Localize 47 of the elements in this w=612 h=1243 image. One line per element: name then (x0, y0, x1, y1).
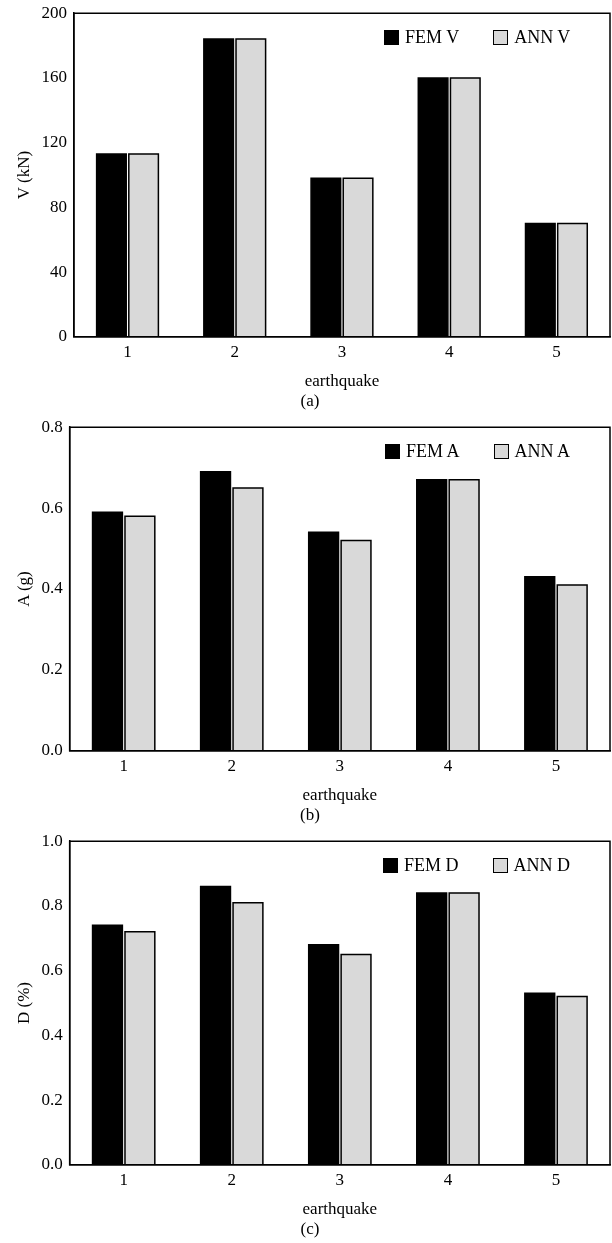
x-tick-label: 2 (230, 342, 239, 362)
x-tick-label: 1 (119, 1170, 128, 1190)
y-tick-label: 0.0 (41, 1154, 63, 1174)
x-tick-label: 5 (551, 1170, 561, 1190)
legend-label: ANN D (513, 855, 571, 877)
x-axis-title: earthquake (304, 370, 380, 390)
y-axis-title: D (%) (13, 981, 33, 1025)
y-tick-label: 160 (41, 67, 67, 87)
x-tick-label: 2 (227, 756, 237, 776)
y-tick-label: 200 (41, 2, 67, 22)
x-axis-title: earthquake (302, 1198, 378, 1218)
y-tick-label: 0.8 (41, 416, 63, 436)
y-axis-title: V (kN) (13, 150, 33, 200)
x-tick-label: 3 (335, 756, 345, 776)
x-tick-label: 5 (551, 756, 561, 776)
y-tick-label: 0.4 (41, 578, 64, 598)
y-tick-label: 0.6 (41, 960, 63, 980)
text: (b) (300, 805, 320, 825)
x-tick-label: 1 (119, 756, 128, 776)
legend-label: FEM D (404, 855, 459, 877)
y-tick-label: 0.8 (41, 895, 63, 915)
y-tick-label: 1.0 (41, 830, 63, 850)
text: (a) (300, 391, 320, 411)
y-tick-label: 0.6 (41, 497, 63, 517)
y-tick-label: 120 (41, 132, 67, 152)
x-tick-label: 5 (552, 342, 561, 362)
legend-label: ANN V (514, 27, 571, 49)
x-tick-label: 3 (337, 342, 347, 362)
y-tick-label: 40 (49, 261, 67, 281)
legend-label: ANN A (514, 441, 571, 463)
x-tick-label: 3 (335, 1170, 345, 1190)
x-tick-label: 2 (227, 1170, 237, 1190)
x-tick-label: 4 (443, 1170, 453, 1190)
y-tick-label: 80 (49, 196, 67, 216)
y-tick-label: 0.4 (41, 1024, 64, 1044)
legend-label: FEM V (405, 27, 460, 49)
y-tick-label: 0.2 (41, 1089, 63, 1109)
x-tick-label: 1 (123, 342, 132, 362)
x-axis-title: earthquake (302, 784, 378, 804)
y-axis-title: A (g) (13, 571, 33, 607)
y-tick-label: 0.2 (41, 659, 63, 679)
x-tick-label: 4 (443, 756, 453, 776)
legend-label: FEM A (406, 441, 460, 463)
y-tick-label: 0 (58, 326, 67, 346)
x-tick-label: 4 (444, 342, 454, 362)
y-tick-label: 0.0 (41, 740, 63, 760)
text: (c) (300, 1219, 320, 1239)
